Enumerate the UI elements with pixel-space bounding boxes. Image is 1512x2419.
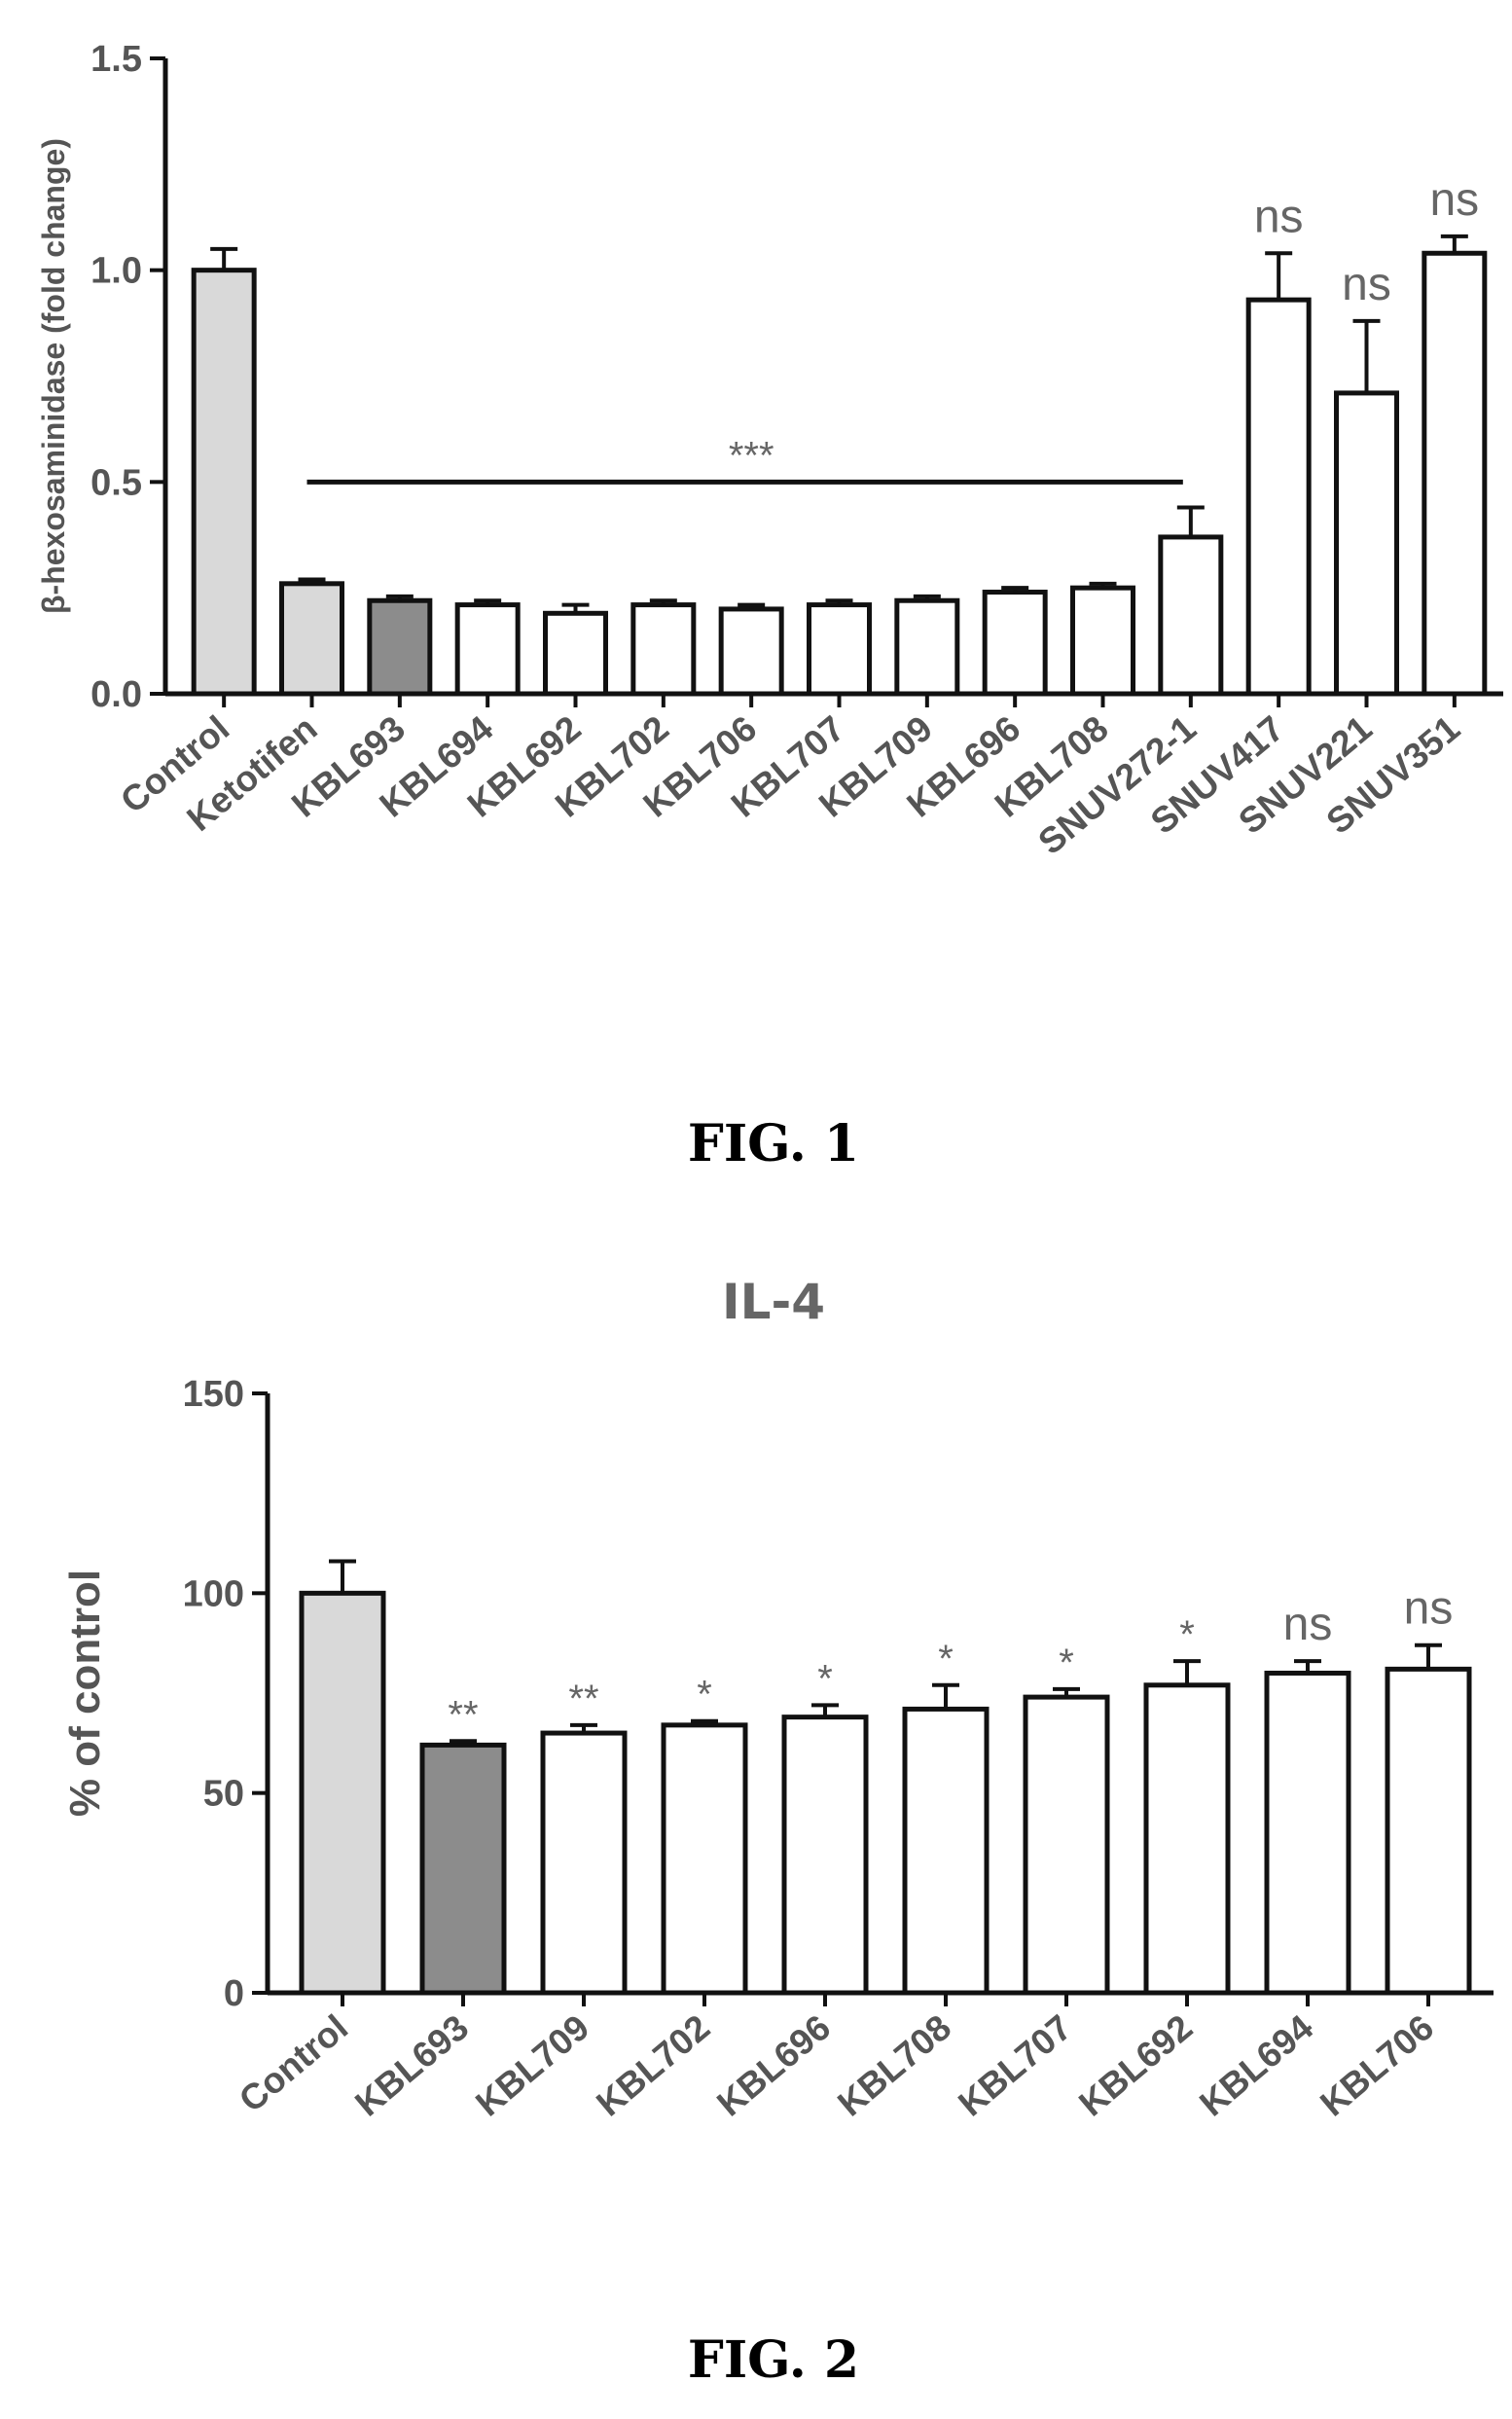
bar [985,593,1045,694]
fig1-caption: FIG. 1 [688,1114,859,1173]
y-tick-label: 100 [183,1573,244,1614]
bar [721,609,781,694]
chart-2-il4: 050100150% of controlControlKBL693**KBL7… [61,1374,1494,2124]
y-axis-title: β-hexosaminidase (fold change) [36,138,71,614]
y-tick-label: 0.5 [90,462,142,503]
fig2-title: IL-4 [722,1274,825,1330]
fig2-caption: FIG. 2 [688,2330,859,2390]
significance-label: * [1179,1613,1195,1656]
y-axis-title: % of control [61,1570,109,1817]
bar [1424,253,1485,694]
bar [1073,588,1134,694]
y-tick-label: 1.5 [90,39,142,80]
bar [1146,1685,1228,1993]
x-tick-label: KBL693 [347,2007,476,2124]
bar [422,1745,504,1993]
significance-label: ns [1429,174,1479,226]
bracket-label: *** [729,434,774,477]
significance-label: * [697,1674,712,1716]
y-tick-label: 0 [224,1973,244,2014]
bar [664,1725,745,1993]
bar [633,605,694,694]
x-tick-label: KBL709 [468,2007,596,2124]
x-tick-label: Control [232,2007,355,2120]
x-tick-label: KBL692 [1071,2007,1200,2124]
bar [1337,393,1397,694]
bar [457,605,518,694]
bar [784,1717,866,1993]
significance-label: ** [448,1693,478,1736]
bar [810,605,870,694]
x-tick-label: KBL708 [830,2007,958,2124]
x-tick-label: KBL696 [709,2007,838,2124]
bar [1267,1673,1349,1993]
significance-label: ns [1254,191,1304,242]
significance-label: * [938,1638,954,1680]
chart-1-beta-hexosaminidase: 0.0 0.5 1.0 1.5 β-hexosaminidase (fold chang… [36,39,1503,862]
bar [905,1709,987,1993]
significance-label: ns [1404,1583,1454,1635]
bar [370,600,430,694]
bar [1161,537,1221,694]
significance-label: * [1059,1642,1074,1684]
significance-label: ns [1283,1599,1333,1650]
bar [282,584,342,694]
x-tick-label: KBL702 [589,2007,717,2124]
x-tick-label: KBL707 [951,2007,1079,2124]
bar [543,1733,625,1993]
y-tick-label: 50 [203,1774,244,1815]
significance-label: ns [1342,259,1391,310]
bar [1248,300,1309,694]
significance-label: ** [568,1678,598,1720]
bar [546,613,606,694]
y-tick-label: 1.0 [90,251,142,292]
significance-label: * [817,1657,833,1700]
x-tick-label: KBL706 [1313,2007,1441,2124]
bar [194,271,254,694]
y-tick-label: 0.0 [90,674,142,715]
bar [1387,1669,1469,1993]
bar [1026,1697,1107,1993]
bar [897,600,957,694]
bar [302,1593,383,1993]
y-tick-label: 150 [183,1374,244,1415]
x-tick-label: KBL694 [1192,2006,1320,2123]
